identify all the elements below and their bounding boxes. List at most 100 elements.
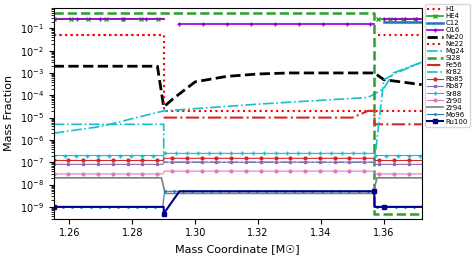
Zr94 (162, 192, 168, 195)
Line: Rb87: Rb87 (52, 161, 423, 166)
Zr90 (119, 172, 125, 175)
HE4 (51, 18, 56, 21)
HE4 (161, 18, 166, 21)
Rb87 (149, 163, 155, 166)
Rb85 (389, 159, 395, 162)
Line: Ne20: Ne20 (54, 66, 421, 107)
Line: Sr88: Sr88 (52, 151, 424, 158)
Zr94 (121, 176, 127, 179)
Kr82 (381, 78, 387, 81)
O16 (144, 18, 149, 21)
O16 (91, 18, 97, 21)
Kr82 (372, 161, 377, 164)
Mo96 (162, 190, 167, 193)
Ne22 (372, 109, 377, 112)
Ru100 (381, 205, 387, 208)
C12 (381, 20, 387, 23)
Si28 (372, 11, 377, 14)
HE4 (132, 18, 137, 21)
Rb85 (419, 159, 424, 162)
Mo96 (65, 205, 71, 208)
Zr94 (404, 176, 410, 179)
Legend: H1, HE4, C12, O16, Ne20, Ne22, Mg24, Si28, Fe56, Kr82, Rb85, Rb87, Sr88, Zr90, Z: H1, HE4, C12, O16, Ne20, Ne22, Mg24, Si2… (425, 4, 470, 127)
H1 (51, 34, 56, 37)
Fe56 (419, 123, 424, 126)
Mo96 (402, 205, 408, 208)
O16 (109, 18, 114, 21)
Fe56 (372, 123, 377, 126)
Si28 (372, 212, 377, 215)
Line: Zr90: Zr90 (52, 170, 423, 175)
Sr88 (65, 154, 71, 157)
Ne22 (161, 34, 166, 37)
HE4 (85, 18, 91, 21)
Line: HE4: HE4 (52, 17, 166, 21)
Ru100 (161, 212, 166, 215)
HE4 (68, 18, 74, 21)
Kr82 (393, 71, 399, 75)
O16 (103, 18, 109, 21)
O16 (149, 18, 155, 21)
Fe56 (372, 109, 377, 112)
Mo96 (419, 205, 424, 208)
Mo96 (73, 205, 79, 208)
O16 (51, 18, 56, 21)
Si28 (177, 11, 182, 14)
Ne20 (155, 65, 160, 68)
Rb85 (51, 159, 56, 162)
Ne20 (318, 71, 324, 75)
HE4 (56, 18, 62, 21)
Rb85 (73, 159, 79, 162)
Mo96 (389, 205, 395, 208)
O16 (80, 18, 85, 21)
Rb87 (65, 163, 71, 166)
Mo96 (149, 205, 155, 208)
Rb87 (73, 163, 79, 166)
HE4 (137, 18, 143, 21)
Line: Zr94: Zr94 (54, 178, 421, 194)
Sr88 (119, 154, 125, 157)
Ru100 (372, 205, 377, 208)
O16 (97, 18, 103, 21)
O16 (161, 18, 166, 21)
HE4 (149, 18, 155, 21)
Rb87 (51, 163, 56, 166)
O16 (132, 18, 137, 21)
Mg24 (255, 103, 261, 106)
Ne20 (170, 97, 176, 100)
Mg24 (365, 96, 371, 99)
Rb87 (119, 163, 125, 166)
Zr90 (51, 172, 56, 175)
Y-axis label: Mass Fraction: Mass Fraction (4, 75, 14, 151)
Si28 (161, 11, 166, 14)
Rb87 (419, 163, 424, 166)
Rb85 (65, 159, 71, 162)
Sr88 (389, 154, 395, 157)
Ne22 (419, 109, 424, 112)
HE4 (74, 18, 80, 21)
Fe56 (349, 116, 355, 119)
Zr90 (419, 172, 424, 175)
X-axis label: Mass Coordinate [M☉]: Mass Coordinate [M☉] (175, 244, 300, 254)
Ne20 (349, 71, 355, 75)
Mg24 (51, 132, 56, 135)
Zr90 (389, 172, 395, 175)
Rb87 (389, 163, 395, 166)
Ne20 (255, 72, 261, 76)
Zr90 (162, 170, 167, 173)
Ne22 (372, 109, 377, 112)
Mo96 (119, 205, 125, 208)
O16 (68, 18, 74, 21)
HE4 (97, 18, 103, 21)
Rb87 (162, 161, 167, 164)
HE4 (91, 18, 97, 21)
HE4 (63, 18, 68, 21)
Line: Mo96: Mo96 (52, 190, 423, 208)
Rb85 (402, 159, 408, 162)
Kr82 (161, 161, 166, 164)
Line: O16: O16 (52, 17, 166, 21)
Kr82 (51, 123, 56, 126)
O16 (120, 18, 126, 21)
HE4 (103, 18, 109, 21)
HE4 (120, 18, 126, 21)
